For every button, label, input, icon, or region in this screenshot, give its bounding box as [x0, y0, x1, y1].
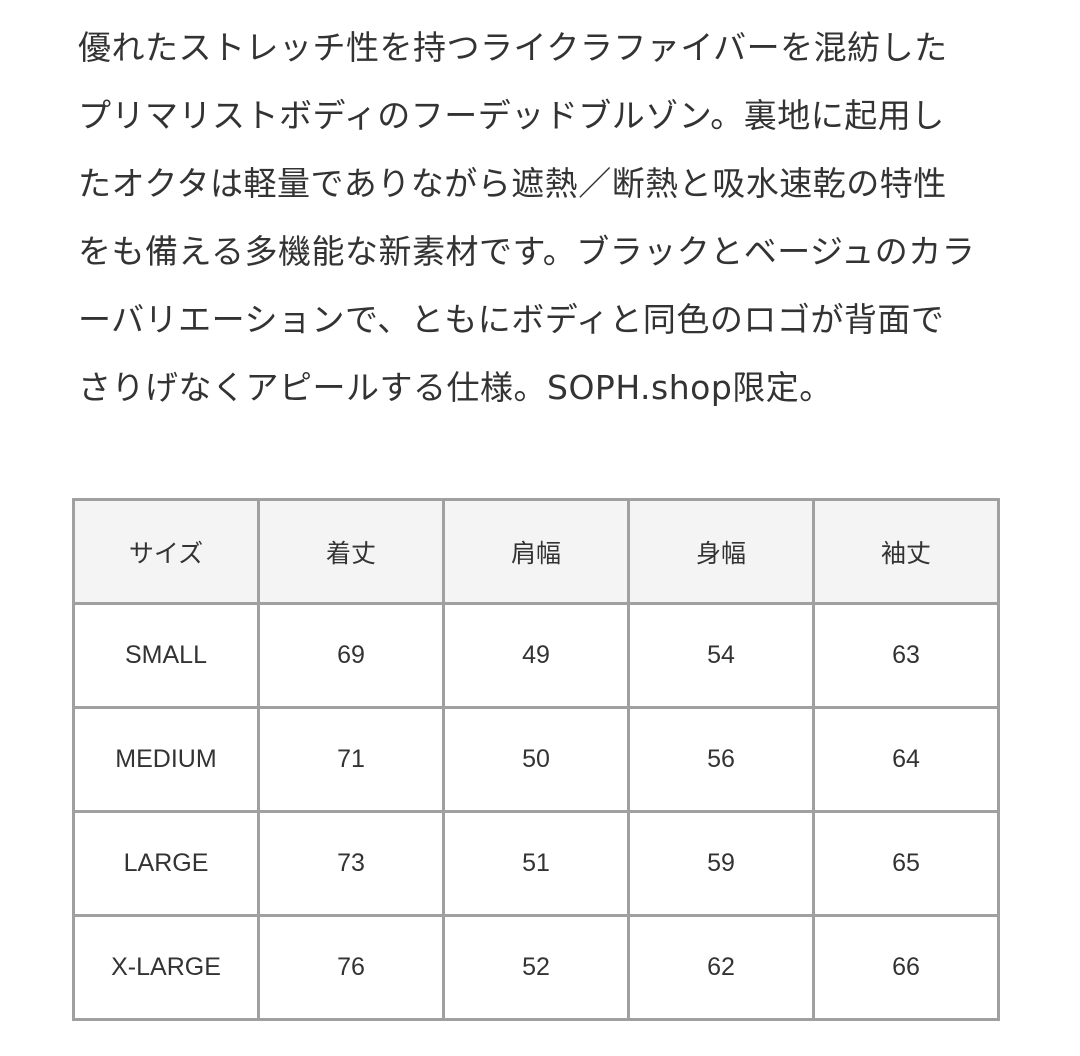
measurement-cell: 52	[442, 914, 630, 1021]
measurement-cell: 71	[257, 706, 445, 813]
size-label-cell: LARGE	[72, 810, 260, 917]
size-table: サイズ 着丈 肩幅 身幅 袖丈 SMALL 69 49 54 63 MEDIUM 71 50 5…	[72, 498, 1000, 1021]
description-line: プリマリストボディのフーデッドブルゾン。裏地に起用し	[78, 96, 945, 135]
size-label-cell: X-LARGE	[72, 914, 260, 1021]
description-line: さりげなくアピールする仕様。SOPH.shop限定。	[78, 368, 833, 407]
header-length: 着丈	[257, 498, 445, 605]
measurement-cell: 63	[812, 602, 1000, 709]
description-line: 優れたストレッチ性を持つライクラファイバーを混紡した	[78, 28, 948, 67]
measurement-cell: 69	[257, 602, 445, 709]
measurement-cell: 66	[812, 914, 1000, 1021]
product-description: 優れたストレッチ性を持つライクラファイバーを混紡した プリマリストボディのフーデ…	[78, 14, 1068, 422]
measurement-cell: 64	[812, 706, 1000, 813]
measurement-cell: 56	[627, 706, 815, 813]
description-line: たオクタは軽量でありながら遮熱／断熱と吸水速乾の特性	[78, 164, 947, 203]
table-row: X-LARGE 76 52 62 66	[72, 914, 1000, 1021]
table-header-row: サイズ 着丈 肩幅 身幅 袖丈	[72, 498, 1000, 605]
size-label-cell: MEDIUM	[72, 706, 260, 813]
header-size: サイズ	[72, 498, 260, 605]
description-line: をも備える多機能な新素材です。ブラックとベージュのカラ	[78, 232, 976, 271]
measurement-cell: 76	[257, 914, 445, 1021]
measurement-cell: 51	[442, 810, 630, 917]
header-sleeve: 袖丈	[812, 498, 1000, 605]
description-line: ーバリエーションで、ともにボディと同色のロゴが背面で	[78, 300, 945, 339]
measurement-cell: 65	[812, 810, 1000, 917]
table-row: LARGE 73 51 59 65	[72, 810, 1000, 917]
table-row: MEDIUM 71 50 56 64	[72, 706, 1000, 813]
measurement-cell: 49	[442, 602, 630, 709]
size-label-cell: SMALL	[72, 602, 260, 709]
measurement-cell: 59	[627, 810, 815, 917]
measurement-cell: 62	[627, 914, 815, 1021]
measurement-cell: 54	[627, 602, 815, 709]
measurement-cell: 50	[442, 706, 630, 813]
header-shoulder: 肩幅	[442, 498, 630, 605]
header-chest: 身幅	[627, 498, 815, 605]
table-row: SMALL 69 49 54 63	[72, 602, 1000, 709]
measurement-cell: 73	[257, 810, 445, 917]
